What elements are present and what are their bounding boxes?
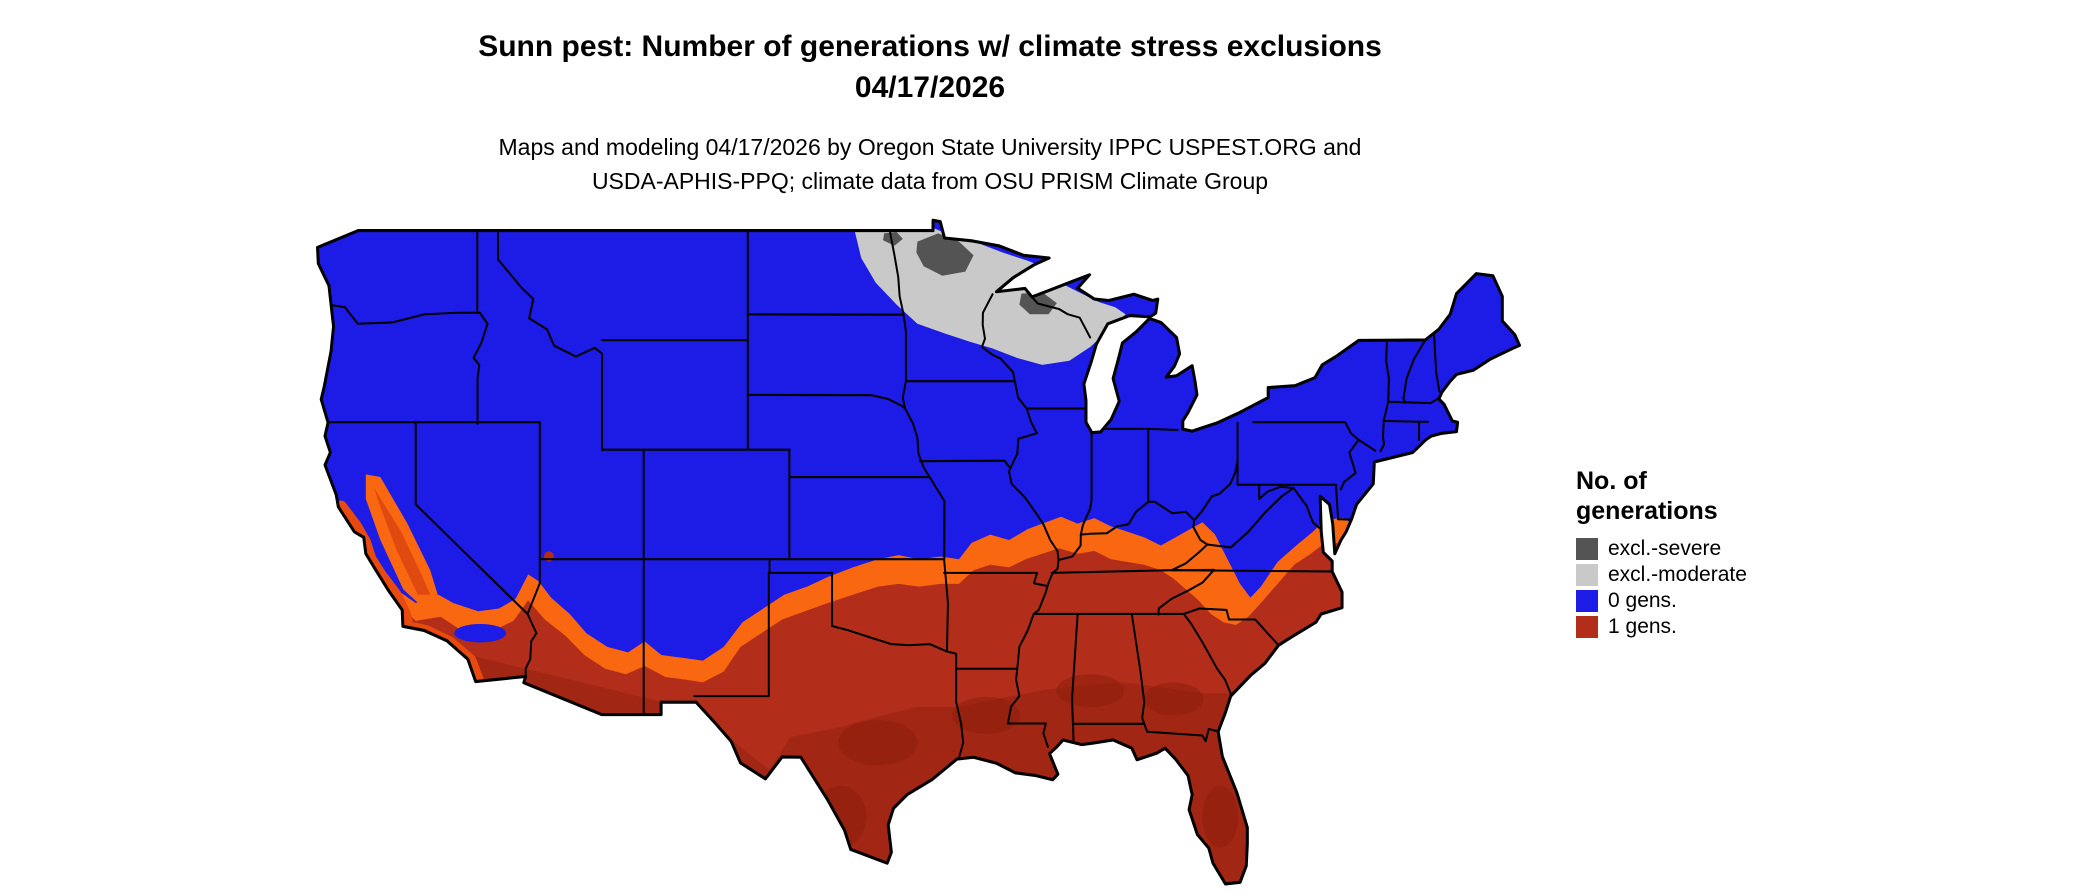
subtitle-line1: Maps and modeling 04/17/2026 by Oregon S… — [498, 134, 1362, 160]
legend-item-1-gens: 1 gens. — [1576, 614, 1747, 640]
legend-title-line1: No. of — [1576, 467, 1647, 495]
legend-item-excl-moderate: excl.-moderate — [1576, 562, 1747, 588]
legend-swatch-1-gens — [1576, 616, 1598, 638]
legend-swatch-0-gens — [1576, 590, 1598, 612]
legend-item-0-gens: 0 gens. — [1576, 588, 1747, 614]
subtitle-line2: USDA-APHIS-PPQ; climate data from OSU PR… — [591, 168, 1269, 194]
legend-label-excl-severe: excl.-severe — [1608, 537, 1722, 560]
legend-swatch-excl-severe — [1576, 538, 1598, 560]
subtitle: Maps and modeling 04/17/2026 by Oregon S… — [0, 130, 1860, 198]
legend-label-0-gens: 0 gens. — [1608, 589, 1677, 612]
legend-label-excl-moderate: excl.-moderate — [1608, 563, 1747, 586]
page-title-line1: Sunn pest: Number of generations w/ clim… — [478, 30, 1382, 63]
legend-title: No. of generations — [1576, 466, 1747, 526]
us-generations-map — [316, 218, 1522, 886]
legend-items: excl.-severe excl.-moderate 0 gens. 1 ge… — [1576, 536, 1747, 640]
legend-item-excl-severe: excl.-severe — [1576, 536, 1747, 562]
page-title-line2: 04/17/2026 — [854, 71, 1006, 104]
legend-title-line2: generations — [1576, 497, 1718, 525]
legend-label-1-gens: 1 gens. — [1608, 615, 1677, 638]
legend: No. of generations excl.-severe excl.-mo… — [1576, 466, 1747, 640]
legend-swatch-excl-moderate — [1576, 564, 1598, 586]
header: Sunn pest: Number of generations w/ clim… — [0, 26, 1860, 198]
